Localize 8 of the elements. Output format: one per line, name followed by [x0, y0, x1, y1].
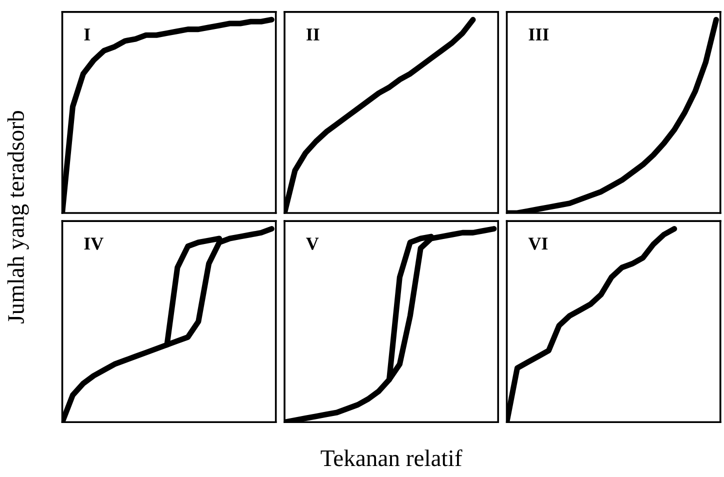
chart-title: VI	[528, 238, 548, 250]
chart-title: I	[84, 28, 90, 40]
chart-title: III	[528, 28, 549, 40]
y-axis-title: Jumlah yang teradsorb	[7, 111, 29, 324]
x-axis-title: Tekanan relatif	[320, 449, 462, 466]
chart-title: V	[306, 238, 319, 250]
chart-title: IV	[84, 238, 104, 250]
chart-title: II	[306, 28, 320, 40]
